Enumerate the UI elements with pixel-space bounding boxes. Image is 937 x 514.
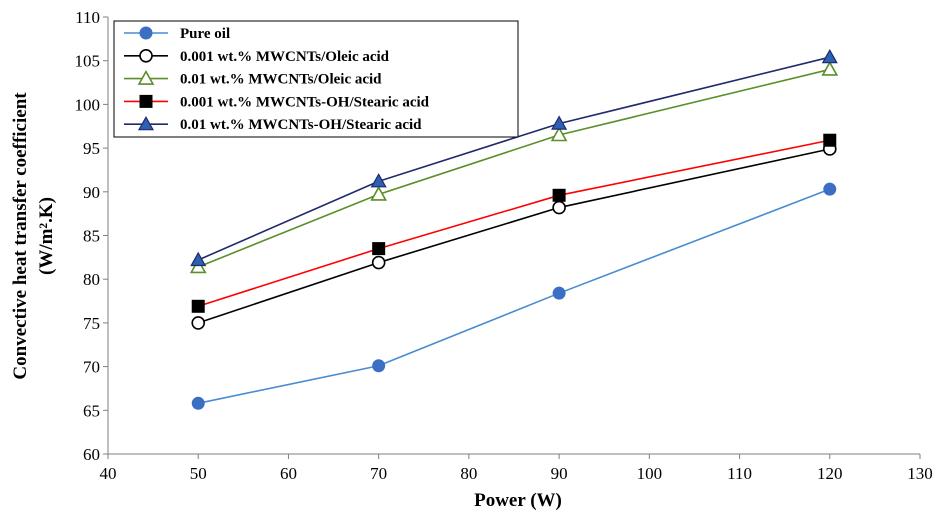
series-2 (191, 142, 837, 330)
data-point (191, 299, 205, 313)
y-axis-title: Convective heat transfer coefficient (W/… (10, 92, 57, 380)
series-5 (190, 48, 838, 267)
legend-marker (139, 48, 153, 63)
series-group (189, 48, 839, 410)
legend-box (113, 20, 519, 138)
data-point (550, 126, 568, 142)
y-tick-label: 85 (83, 227, 100, 246)
y-ticks: 60 65 70 75 80 85 90 95 100 105 110 (75, 8, 108, 464)
legend-item: 0.001 wt.% MWCNTs-OH/Stearic acid (124, 94, 430, 110)
data-point (191, 316, 206, 330)
series-line (197, 68, 830, 268)
y-tick-label: 65 (83, 401, 100, 420)
series-line (198, 188, 831, 405)
y-tick-label: 110 (75, 8, 100, 27)
x-tick-label: 50 (190, 464, 207, 483)
legend-item: 0.01 wt.% MWCNTs/Oleic acid (124, 69, 382, 88)
y-tick-label: 105 (75, 52, 101, 71)
legend: Pure oil 0.001 wt.% MWCNTs/Oleic acid 0.01… (113, 20, 519, 138)
series-1 (191, 182, 837, 410)
series-4 (191, 133, 837, 313)
data-point (372, 359, 386, 373)
legend-label: 0.01 wt.% MWCNTs-OH/Stearic acid (180, 117, 422, 133)
x-ticks: 40 50 60 70 80 90 100 110 120 130 (100, 454, 933, 483)
series-line (197, 56, 830, 261)
y-tick-label: 80 (83, 270, 100, 289)
data-point (190, 251, 207, 267)
x-tick-label: 100 (637, 464, 663, 483)
x-axis-title: Power (W) (474, 490, 562, 511)
y-axis-title-line-2: (W/m².K) (36, 197, 57, 275)
x-tick-label: 40 (100, 464, 117, 483)
data-point (823, 182, 837, 196)
legend-marker (137, 115, 155, 131)
data-point (552, 286, 566, 300)
data-point (823, 133, 837, 147)
x-tick-label: 110 (727, 464, 752, 483)
series-3 (189, 60, 839, 274)
series-line (197, 148, 830, 324)
y-tick-label: 95 (83, 139, 100, 158)
y-tick-label: 75 (83, 314, 100, 333)
legend-marker (139, 94, 153, 108)
x-tick-label: 130 (907, 464, 933, 483)
y-axis-title-line-1: Convective heat transfer coefficient (10, 92, 31, 380)
legend-label: 0.001 wt.% MWCNTs/Oleic acid (180, 49, 390, 65)
data-point (371, 255, 386, 270)
data-point (189, 258, 207, 274)
legend-item: 0.001 wt.% MWCNTs/Oleic acid (124, 49, 390, 65)
data-point (372, 242, 386, 256)
x-tick-label: 60 (280, 464, 297, 483)
y-tick-label: 90 (83, 183, 100, 202)
series-line (197, 139, 830, 308)
legend-label: 0.001 wt.% MWCNTs-OH/Stearic acid (180, 94, 430, 110)
data-point (821, 48, 838, 64)
data-point (552, 188, 566, 202)
data-point (370, 173, 387, 188)
legend-marker (137, 69, 155, 85)
legend-item: Pure oil (124, 26, 230, 42)
data-point (821, 60, 839, 76)
y-tick-label: 60 (83, 445, 100, 464)
x-tick-label: 90 (551, 464, 568, 483)
data-point (370, 185, 388, 201)
legend-item: 0.01 wt.% MWCNTs-OH/Stearic acid (124, 115, 422, 133)
x-tick-label: 80 (460, 464, 477, 483)
data-point (551, 115, 568, 130)
legend-label: 0.01 wt.% MWCNTs/Oleic acid (180, 72, 382, 88)
y-tick-label: 70 (83, 358, 100, 377)
y-tick-label: 100 (75, 95, 101, 114)
data-point (552, 200, 566, 215)
data-point (191, 396, 205, 410)
legend-marker (139, 26, 153, 40)
x-tick-label: 70 (370, 464, 387, 483)
x-tick-label: 120 (817, 464, 843, 483)
legend-label: Pure oil (180, 26, 230, 42)
